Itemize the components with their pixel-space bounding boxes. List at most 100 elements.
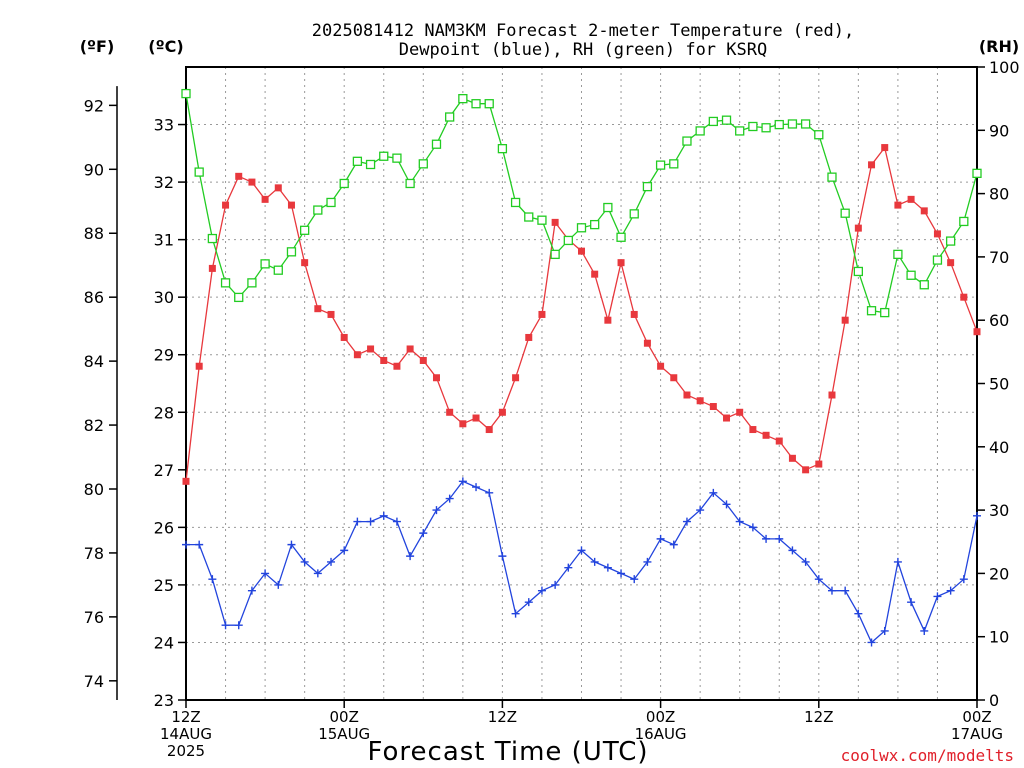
temperature-point	[419, 356, 427, 364]
celsius-tick-label: 26	[154, 518, 174, 537]
dewpoint-point	[406, 552, 415, 561]
rh-point	[682, 136, 692, 146]
dewpoint-point	[920, 626, 929, 635]
celsius-tick-label: 28	[154, 403, 174, 422]
temperature-point	[314, 305, 322, 313]
dewpoint-point	[221, 621, 230, 630]
rh-point	[234, 292, 244, 303]
dewpoint-point	[274, 580, 283, 589]
temperature-point	[472, 414, 480, 422]
rh-point	[972, 168, 982, 178]
axes: 23 24 25 26 27 28 29 30 31 32 33 74 76 78 80 82 84 86 88 90…	[84, 58, 1020, 760]
rh-tick-label: 70	[989, 248, 1009, 267]
dewpoint-point	[630, 575, 639, 584]
rh-point	[774, 119, 784, 130]
temperature-point	[762, 431, 770, 439]
chart-title-line-2: Dewpoint (blue), RH (green) for KSRQ	[399, 40, 767, 60]
rh-point	[866, 306, 877, 316]
temperature-point	[683, 391, 691, 399]
temperature-point	[775, 437, 783, 445]
temperature-point	[643, 339, 651, 347]
temperature-point	[432, 374, 440, 382]
series-dewpoint	[182, 477, 981, 647]
dewpoint-point	[722, 500, 731, 509]
dewpoint-point	[946, 586, 955, 595]
rh-point	[945, 236, 956, 246]
rh-point	[220, 278, 231, 288]
temperature-point	[393, 362, 401, 370]
temperature-point	[670, 374, 678, 382]
dewpoint-point	[537, 586, 546, 595]
rh-point	[207, 233, 218, 244]
fahrenheit-tick-label: 90	[84, 160, 104, 179]
rh-point	[735, 126, 745, 136]
dewpoint-point	[432, 506, 441, 515]
dewpoint-point	[788, 546, 797, 555]
dewpoint-point	[827, 586, 836, 595]
celsius-tick-label: 23	[154, 691, 174, 710]
temperature-point	[815, 460, 823, 468]
temperature-point	[973, 328, 981, 336]
dewpoint-point	[603, 563, 612, 572]
dewpoint-point	[353, 517, 362, 526]
x-tick-label: 14AUG	[160, 725, 212, 743]
rh-point	[524, 212, 534, 222]
rh-point	[959, 216, 969, 227]
x-tick-label: 00Z	[646, 708, 675, 726]
rh-tick-label: 80	[989, 185, 1009, 204]
dewpoint-point	[340, 546, 349, 555]
rh-point	[708, 116, 718, 127]
rh-point	[379, 151, 389, 161]
rh-point	[247, 278, 257, 288]
rh-tick-label: 30	[989, 501, 1009, 520]
celsius-tick-label: 33	[154, 116, 174, 135]
fahrenheit-tick-label: 88	[84, 224, 104, 243]
dewpoint-point	[617, 569, 626, 578]
fahrenheit-tick-label: 86	[84, 288, 104, 307]
series-rh	[181, 88, 982, 318]
dewpoint-point	[656, 534, 665, 543]
dewpoint-point	[643, 557, 652, 566]
rh-point	[629, 209, 639, 219]
plot-frame	[185, 66, 978, 701]
rh-point	[181, 88, 191, 99]
temperature-point	[446, 408, 454, 416]
dewpoint-point	[590, 557, 599, 566]
x-tick-label: 00Z	[330, 708, 359, 726]
fahrenheit-tick-label: 82	[84, 416, 104, 435]
dewpoint-point	[814, 575, 823, 584]
fahrenheit-tick-label: 76	[84, 608, 104, 627]
rh-tick-label: 20	[989, 564, 1009, 583]
rh-point	[510, 197, 521, 208]
fahrenheit-unit-label: (ºF)	[80, 37, 115, 56]
rh-point	[537, 215, 547, 225]
dewpoint-point	[709, 488, 718, 497]
temperature-point	[208, 264, 216, 272]
rh-point	[603, 202, 613, 213]
temperature-point	[380, 356, 388, 364]
temperature-point	[868, 161, 876, 169]
dewpoint-point	[907, 598, 916, 607]
fahrenheit-tick-label: 74	[84, 672, 104, 691]
dewpoint-point	[577, 546, 586, 555]
rh-point	[365, 159, 376, 170]
rh-point	[721, 115, 732, 125]
chart-title-line-1: 2025081412 NAM3KM Forecast 2-meter Tempe…	[312, 21, 854, 41]
rh-tick-label: 10	[989, 628, 1009, 647]
dewpoint-point	[841, 586, 850, 595]
temperature-point	[854, 224, 862, 232]
dewpoint-point	[511, 609, 520, 618]
temperature-point	[195, 362, 203, 370]
temperature-point	[551, 218, 559, 226]
temperature-point	[525, 333, 533, 341]
temperature-point	[498, 408, 506, 416]
rh-point	[655, 160, 666, 170]
rh-point	[418, 159, 428, 169]
dewpoint-point	[327, 557, 336, 566]
dewpoint-point	[498, 552, 507, 561]
fahrenheit-tick-label: 84	[84, 352, 104, 371]
x-tick-label: 12Z	[171, 708, 200, 726]
temperature-point	[881, 144, 889, 152]
temperature-point	[894, 201, 902, 209]
temperature-point	[933, 230, 941, 238]
